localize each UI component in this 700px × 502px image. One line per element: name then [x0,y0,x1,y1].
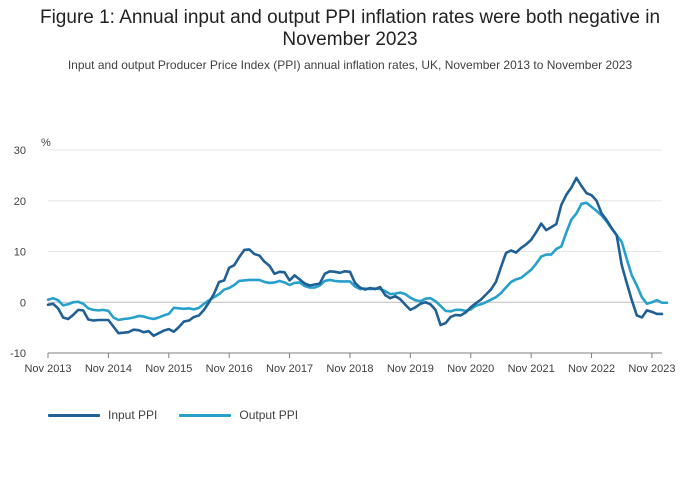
x-tick-label: Nov 2022 [568,363,615,375]
legend-label-output-ppi: Output PPI [239,408,298,422]
line-chart: -10 0 10 20 30 Nov 2013 Nov 2014 Nov 2015 Nov 20… [0,0,700,502]
legend-item-output-ppi[interactable]: Output PPI [179,408,298,422]
y-tick-label: -10 [10,348,26,360]
figure: Figure 1: Annual input and output PPI in… [0,0,700,502]
y-tick-label: 30 [14,145,26,157]
y-axis-label: % [41,137,51,149]
legend-item-input-ppi[interactable]: Input PPI [48,408,157,422]
x-tick-label: Nov 2018 [326,363,373,375]
x-tick-label: Nov 2013 [24,363,71,375]
x-tick-label: Nov 2016 [206,363,253,375]
x-tick-label: Nov 2023 [628,363,675,375]
legend-label-input-ppi: Input PPI [108,408,157,422]
x-tick-label: Nov 2020 [447,363,494,375]
x-tick-label: Nov 2014 [85,363,132,375]
series-line-input-ppi[interactable] [48,178,662,336]
legend: Input PPI Output PPI [48,408,320,422]
x-tick-label: Nov 2017 [266,363,313,375]
y-tick-label: 20 [14,196,26,208]
legend-swatch-output-ppi [179,414,231,417]
legend-swatch-input-ppi [48,414,100,417]
series-lines [48,178,667,336]
gridlines [48,150,662,353]
x-tick-label: Nov 2019 [387,363,434,375]
y-tick-label: 0 [20,297,26,309]
x-tick-label: Nov 2021 [508,363,555,375]
x-tick-label: Nov 2015 [145,363,192,375]
y-tick-label: 10 [14,247,26,259]
